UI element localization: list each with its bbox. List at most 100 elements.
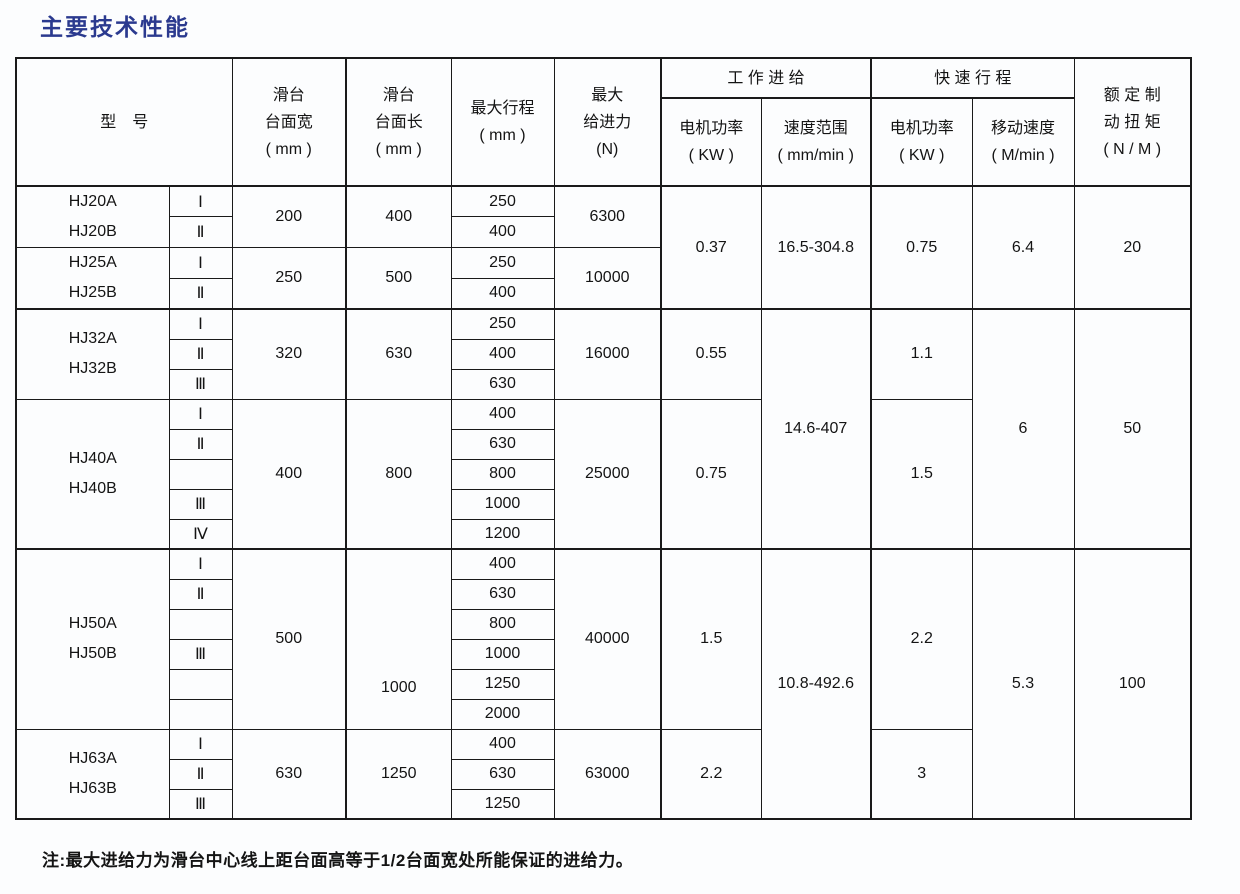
cell-length: 400 (345, 185, 452, 248)
cell-stroke: 400 (450, 216, 555, 248)
cell-stroke: 630 (450, 368, 555, 400)
cell-variant: Ⅰ (168, 308, 233, 340)
cell-stroke: 1250 (450, 788, 555, 820)
cell-variant: Ⅰ (168, 728, 233, 760)
header-group-row: 型 号 滑台 台面宽 ( mm ) 滑台 台面长 ( mm ) 最大行程 ( m… (15, 57, 1192, 187)
column-header-braking-torque: 额 定 制 动 扭 矩 ( N / M ) (1073, 57, 1192, 187)
footnote: 注:最大进给力为滑台中心线上距台面高等于1/2台面宽处所能保证的进给力。 (42, 851, 634, 870)
cell-model: HJ32A HJ32B (15, 308, 170, 400)
cell-stroke: 400 (450, 338, 555, 370)
cell-force: 6300 (553, 185, 662, 248)
cell-rapid_kw: 2.2 (870, 548, 973, 730)
column-header-max-force: 最大 给进力 (N) (553, 57, 662, 187)
cell-variant: Ⅲ (168, 788, 233, 820)
cell-variant: Ⅰ (168, 548, 233, 580)
table-row: 2000 (16, 698, 1191, 730)
cell-length: 800 (345, 398, 452, 550)
cell-variant: Ⅳ (168, 518, 233, 550)
spec-table: 型 号 滑台 台面宽 ( mm ) 滑台 台面长 ( mm ) 最大行程 ( m… (15, 57, 1192, 820)
cell-speed_range: 14.6-407 (760, 308, 872, 550)
cell-stroke: 400 (450, 728, 555, 760)
cell-variant: Ⅰ (168, 185, 233, 218)
table-row: Ⅲ 1000 (16, 638, 1191, 670)
cell-speed_range: 16.5-304.8 (760, 185, 872, 310)
cell-move_speed: 5.3 (971, 548, 1075, 820)
cell-stroke: 1250 (450, 668, 555, 700)
cell-variant: Ⅲ (168, 488, 233, 520)
cell-model: HJ25A HJ25B (15, 247, 170, 310)
cell-width: 320 (231, 308, 347, 400)
table-row: HJ20A HJ20B Ⅰ 200 400 250 6300 0.37 16.5-304.8 0… (15, 185, 1192, 310)
cell-length: 500 (345, 247, 452, 310)
cell-variant (168, 698, 233, 730)
cell-stroke: 400 (450, 548, 555, 580)
cell-variant: Ⅱ (168, 216, 233, 248)
cell-rapid_kw: 1.5 (870, 398, 973, 550)
cell-stroke: 1000 (450, 488, 555, 520)
spec-table-header: 型 号 滑台 台面宽 ( mm ) 滑台 台面长 ( mm ) 最大行程 ( m… (15, 57, 1192, 187)
table-row: Ⅳ 1200 (16, 518, 1191, 550)
cell-work_kw: 0.37 (660, 185, 762, 310)
cell-rapid_kw: 1.1 (870, 308, 973, 400)
cell-variant: Ⅱ (168, 277, 233, 310)
cell-width: 630 (231, 728, 347, 820)
column-header-model: 型 号 (15, 57, 233, 187)
cell-width: 250 (231, 247, 347, 310)
cell-variant: Ⅲ (168, 368, 233, 400)
cell-work_kw: 2.2 (660, 728, 762, 820)
cell-stroke: 630 (450, 758, 555, 790)
cell-work_kw: 0.55 (660, 308, 762, 400)
cell-work_kw: 0.75 (660, 398, 762, 550)
cell-length: 1000 (345, 548, 452, 730)
cell-force: 16000 (553, 308, 662, 400)
cell-variant: Ⅱ (168, 338, 233, 370)
cell-variant: Ⅰ (168, 247, 233, 279)
cell-model: HJ63A HJ63B (15, 728, 170, 820)
cell-variant (168, 458, 233, 490)
cell-stroke: 630 (450, 578, 555, 610)
table-row: Ⅱ 630 (16, 758, 1191, 790)
column-header-table-width: 滑台 台面宽 ( mm ) (231, 57, 347, 187)
cell-force: 10000 (553, 247, 662, 310)
header-sub-row: 电机功率 ( KW ) 速度范围 ( mm/min ) 电机功率 ( KW ) … (16, 97, 1191, 187)
column-header-table-length: 滑台 台面长 ( mm ) (345, 57, 452, 187)
cell-stroke: 1200 (450, 518, 555, 550)
cell-stroke: 400 (450, 277, 555, 310)
table-row: Ⅱ 400 (16, 338, 1191, 370)
column-header-max-stroke: 最大行程 ( mm ) (450, 57, 555, 187)
cell-torque: 100 (1073, 548, 1192, 820)
column-header-speed-range: 速度范围 ( mm/min ) (760, 97, 872, 187)
cell-length: 1250 (345, 728, 452, 820)
cell-variant: Ⅱ (168, 578, 233, 610)
spec-table-body: HJ20A HJ20B Ⅰ 200 400 250 6300 0.37 16.5-304.8 0… (15, 185, 1192, 820)
cell-speed_range: 10.8-492.6 (760, 548, 872, 820)
cell-force: 40000 (553, 548, 662, 730)
table-row: Ⅱ 400 (16, 216, 1191, 248)
cell-stroke: 630 (450, 428, 555, 460)
cell-variant (168, 668, 233, 700)
cell-variant: Ⅲ (168, 638, 233, 670)
cell-stroke: 250 (450, 247, 555, 279)
cell-model: HJ20A HJ20B (15, 185, 170, 248)
cell-width: 400 (231, 398, 347, 550)
cell-variant (168, 608, 233, 640)
cell-width: 200 (231, 185, 347, 248)
cell-force: 63000 (553, 728, 662, 820)
table-row: HJ40A HJ40B Ⅰ 400 800 400 25000 0.75 1.5 (15, 398, 1191, 550)
column-header-rapid-motor-power: 电机功率 ( KW ) (870, 97, 973, 187)
cell-variant: Ⅱ (168, 758, 233, 790)
cell-torque: 20 (1073, 185, 1192, 310)
cell-move_speed: 6.4 (971, 185, 1075, 310)
cell-work_kw: 1.5 (660, 548, 762, 730)
column-header-move-speed: 移动速度 ( M/min ) (971, 97, 1075, 187)
table-row: HJ32A HJ32B Ⅰ 320 630 250 16000 0.55 14.6-407 1.… (15, 308, 1192, 550)
table-row: Ⅲ 1000 (16, 488, 1191, 520)
cell-model: HJ50A HJ50B (15, 548, 170, 730)
group-header-rapid-traverse: 快 速 行 程 (870, 57, 1075, 99)
table-row: 800 (16, 458, 1191, 490)
group-header-work-feed: 工 作 进 给 (660, 57, 872, 99)
cell-stroke: 800 (450, 608, 555, 640)
cell-move_speed: 6 (971, 308, 1075, 550)
cell-stroke: 2000 (450, 698, 555, 730)
table-row: Ⅱ 400 (16, 277, 1191, 310)
